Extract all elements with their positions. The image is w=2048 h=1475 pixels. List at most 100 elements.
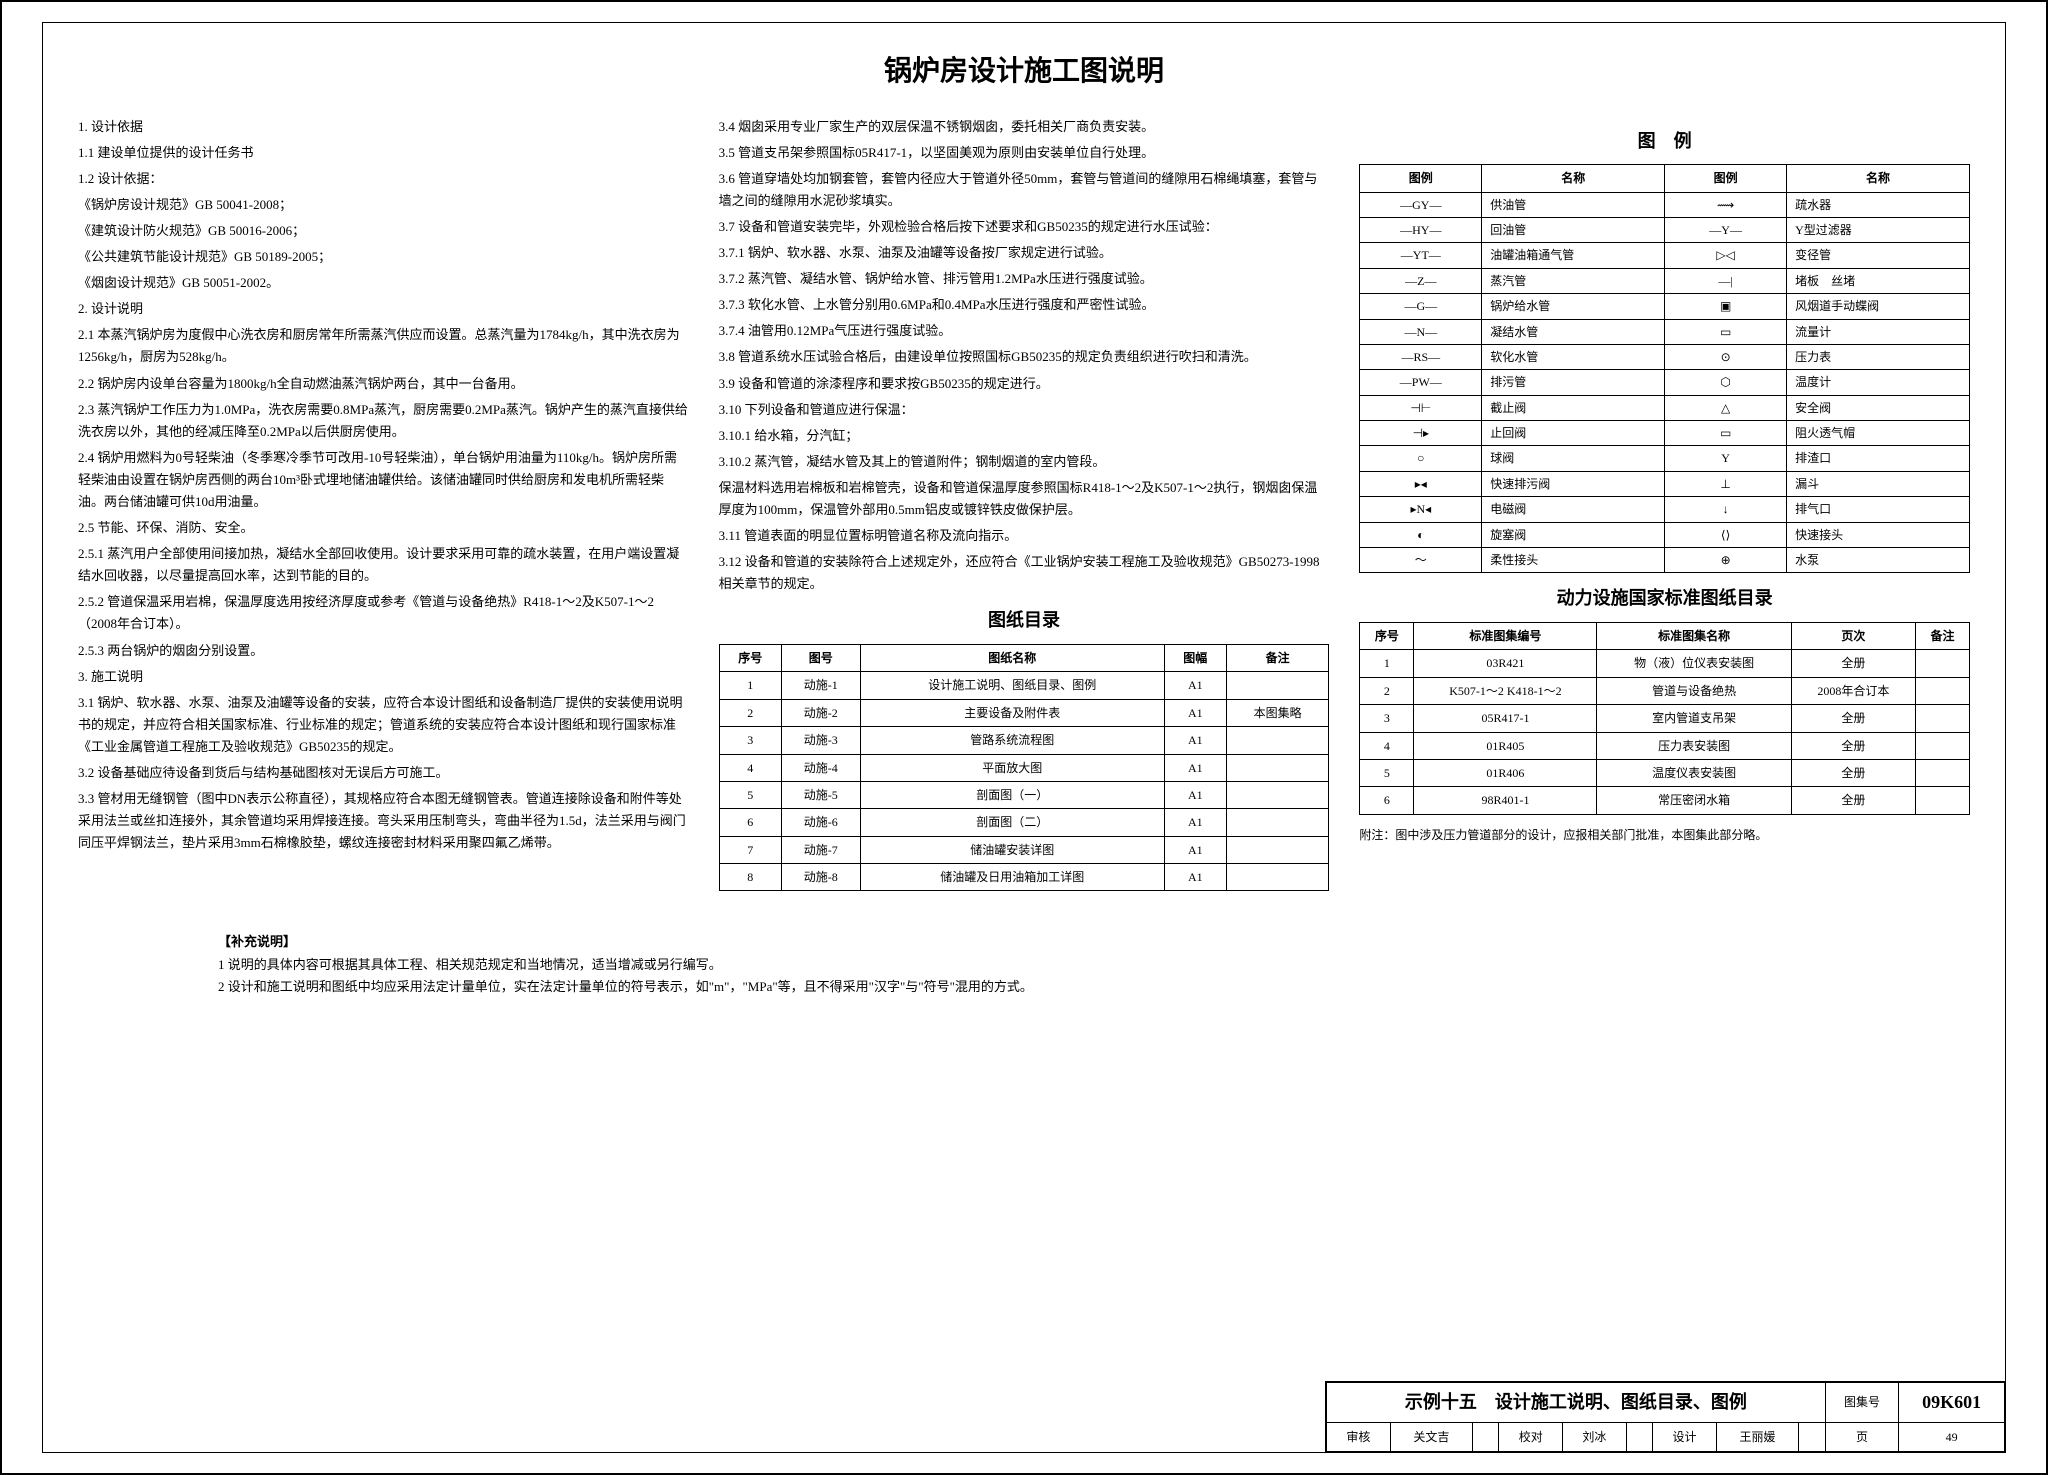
table-cell: ↓: [1665, 497, 1787, 522]
text-line: 3.7.1 锅炉、软水器、水泵、油泵及油罐等设备按厂家规定进行试验。: [719, 242, 1330, 264]
table-cell: 5: [719, 781, 781, 808]
tb-cell: [1473, 1422, 1499, 1451]
table-row: 501R406温度仪表安装图全册: [1360, 759, 1970, 786]
table-row: ▸N◂电磁阀↓排气口: [1360, 497, 1970, 522]
table-cell: 管道与设备绝热: [1597, 677, 1791, 704]
table-cell: 2: [719, 699, 781, 726]
table-header: 备注: [1226, 644, 1328, 671]
table-cell: 漏斗: [1787, 471, 1970, 496]
table-row: ⊣▸止回阀▭阻火透气帽: [1360, 421, 1970, 446]
legend-title: 图 例: [1359, 126, 1970, 157]
table-cell: 动施-5: [781, 781, 860, 808]
table-row: ⊣⊢截止阀△安全阀: [1360, 395, 1970, 420]
table-cell: [1226, 836, 1328, 863]
table-row: 401R405压力表安装图全册: [1360, 732, 1970, 759]
table-cell: [1226, 727, 1328, 754]
table-cell: [1915, 732, 1969, 759]
table-cell: 温度计: [1787, 370, 1970, 395]
table-cell: 1: [1360, 650, 1414, 677]
table-header: 序号: [719, 644, 781, 671]
table-cell: 05R417-1: [1414, 705, 1597, 732]
table-cell: A1: [1164, 699, 1226, 726]
table-header: 图纸名称: [860, 644, 1164, 671]
text-line: 3.10.1 给水箱，分汽缸；: [719, 425, 1330, 447]
table-cell: 柔性接头: [1482, 548, 1665, 573]
text-line: 2.5.1 蒸汽用户全部使用间接加热，凝结水全部回收使用。设计要求采用可靠的疏水…: [78, 543, 689, 587]
text-line: 3.4 烟囱采用专业厂家生产的双层保温不锈钢烟囱，委托相关厂商负责安装。: [719, 116, 1330, 138]
table-header: 备注: [1915, 623, 1969, 650]
table-cell: ○: [1360, 446, 1482, 471]
table-cell: 2008年合订本: [1791, 677, 1915, 704]
table-cell: 动施-6: [781, 809, 860, 836]
table-cell: A1: [1164, 781, 1226, 808]
table-header: 页次: [1791, 623, 1915, 650]
table-cell: 剖面图（一）: [860, 781, 1164, 808]
text-line: 2. 设计说明: [78, 298, 689, 320]
table-cell: 快速接头: [1787, 522, 1970, 547]
text-line: 保温材料选用岩棉板和岩棉管壳，设备和管道保温厚度参照国标R418-1～2及K50…: [719, 477, 1330, 521]
table-cell: ⬡: [1665, 370, 1787, 395]
text-line: 3.6 管道穿墙处均加钢套管，套管内径应大于管道外径50mm，套管与管道间的缝隙…: [719, 168, 1330, 212]
table-cell: ▭: [1665, 421, 1787, 446]
table-row: ～柔性接头⊕水泵: [1360, 548, 1970, 573]
table-cell: —PW—: [1360, 370, 1482, 395]
table-cell: 动施-3: [781, 727, 860, 754]
table-cell: ▭: [1665, 319, 1787, 344]
tb-cell: 设计: [1653, 1422, 1717, 1451]
table-header: 图例: [1665, 165, 1787, 192]
table-header: 图号: [781, 644, 860, 671]
table-cell: 全册: [1791, 650, 1915, 677]
column-left: 1. 设计依据1.1 建设单位提供的设计任务书1.2 设计依据：《锅炉房设计规范…: [78, 116, 689, 892]
text-line: 3.5 管道支吊架参照国标05R417-1，以坚固美观为原则由安装单位自行处理。: [719, 142, 1330, 164]
text-line: 《烟囱设计规范》GB 50051-2002。: [78, 272, 689, 294]
table-cell: 凝结水管: [1482, 319, 1665, 344]
table-cell: 排渣口: [1787, 446, 1970, 471]
text-line: 2.5 节能、环保、消防、安全。: [78, 517, 689, 539]
table-header: 名称: [1787, 165, 1970, 192]
table-row: 305R417-1室内管道支吊架全册: [1360, 705, 1970, 732]
table-row: —HY—回油管—Y—Y型过滤器: [1360, 217, 1970, 242]
supplement-line: 2 设计和施工说明和图纸中均应采用法定计量单位，实在法定计量单位的符号表示，如"…: [218, 976, 1970, 998]
table-cell: [1915, 705, 1969, 732]
text-line: 3.9 设备和管道的涂漆程序和要求按GB50235的规定进行。: [719, 373, 1330, 395]
table-row: —PW—排污管⬡温度计: [1360, 370, 1970, 395]
table-cell: A1: [1164, 754, 1226, 781]
table-cell: —GY—: [1360, 192, 1482, 217]
table-cell: ▷◁: [1665, 243, 1787, 268]
table-cell: [1915, 787, 1969, 814]
table-row: —GY—供油管⟿疏水器: [1360, 192, 1970, 217]
table-cell: 全册: [1791, 759, 1915, 786]
table-cell: 回油管: [1482, 217, 1665, 242]
text-line: 3. 施工说明: [78, 666, 689, 688]
drawing-page: 锅炉房设计施工图说明 1. 设计依据1.1 建设单位提供的设计任务书1.2 设计…: [0, 0, 2048, 1475]
table-cell: ▸◂: [1360, 471, 1482, 496]
table-cell: 管路系统流程图: [860, 727, 1164, 754]
table-cell: Y: [1665, 446, 1787, 471]
table-cell: [1226, 809, 1328, 836]
table-row: 103R421物（液）位仪表安装图全册: [1360, 650, 1970, 677]
table-cell: ⊣▸: [1360, 421, 1482, 446]
table-cell: 水泵: [1787, 548, 1970, 573]
table-cell: △: [1665, 395, 1787, 420]
table-cell: 温度仪表安装图: [1597, 759, 1791, 786]
text-line: 2.5.3 两台锅炉的烟囱分别设置。: [78, 640, 689, 662]
table-cell: 安全阀: [1787, 395, 1970, 420]
table-row: 7动施-7储油罐安装详图A1: [719, 836, 1329, 863]
table-cell: ⟿: [1665, 192, 1787, 217]
table-cell: 动施-7: [781, 836, 860, 863]
table-cell: 流量计: [1787, 319, 1970, 344]
table-row: ○球阀Y排渣口: [1360, 446, 1970, 471]
table-cell: 蒸汽管: [1482, 268, 1665, 293]
supplement-line: 1 说明的具体内容可根据其具体工程、相关规范规定和当地情况，适当增减或另行编写。: [218, 954, 1970, 976]
table-cell: [1226, 781, 1328, 808]
table-cell: 动施-8: [781, 864, 860, 891]
table-cell: ⊣⊢: [1360, 395, 1482, 420]
table-cell: 平面放大图: [860, 754, 1164, 781]
table-cell: —Z—: [1360, 268, 1482, 293]
table-cell: [1226, 672, 1328, 699]
table-cell: K507-1～2 K418-1～2: [1414, 677, 1597, 704]
table-row: 6动施-6剖面图（二）A1: [719, 809, 1329, 836]
table-cell: 储油罐安装详图: [860, 836, 1164, 863]
table-cell: —RS—: [1360, 344, 1482, 369]
std-table: 序号标准图集编号标准图集名称页次备注103R421物（液）位仪表安装图全册2K5…: [1359, 622, 1970, 815]
